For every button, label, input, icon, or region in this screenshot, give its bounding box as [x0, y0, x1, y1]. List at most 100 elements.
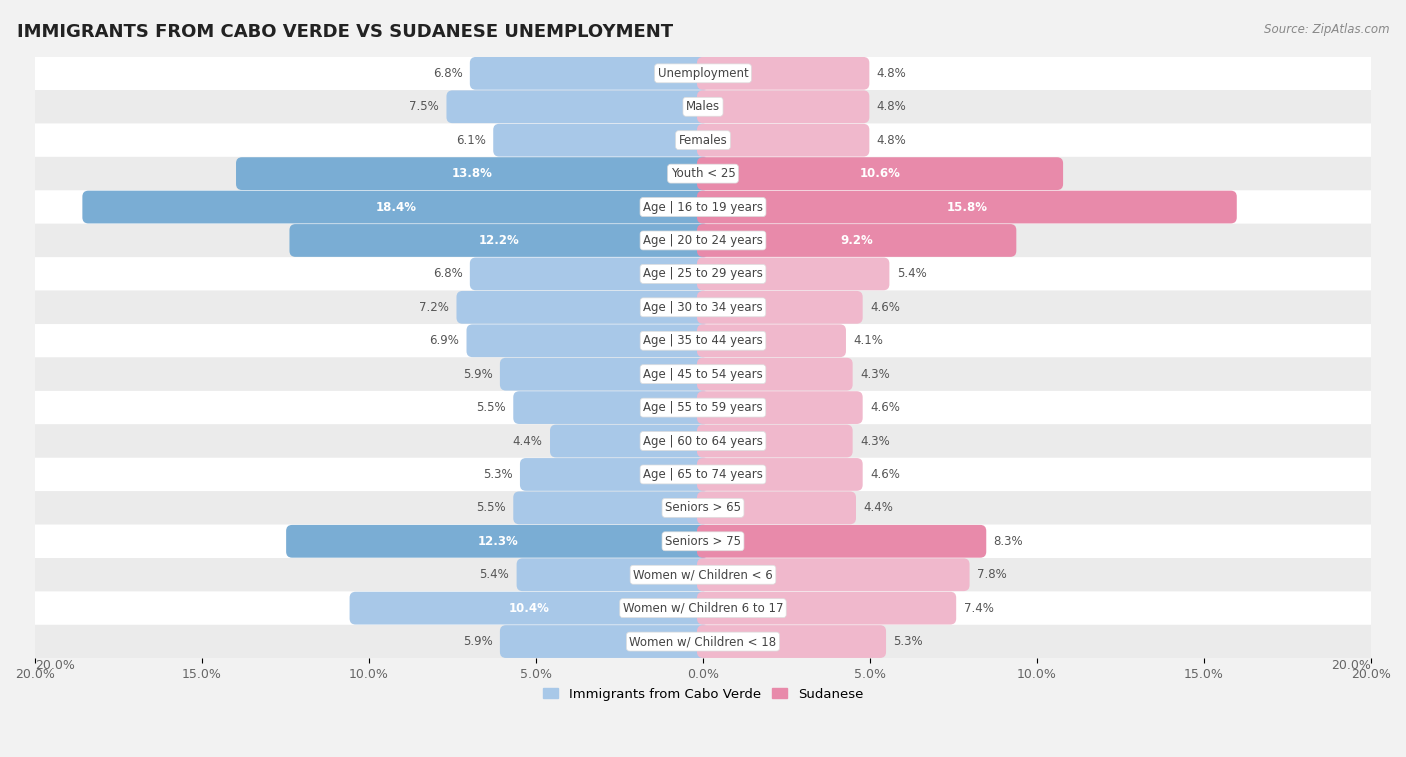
FancyBboxPatch shape	[35, 123, 1371, 157]
FancyBboxPatch shape	[35, 591, 1371, 625]
Text: 10.6%: 10.6%	[859, 167, 900, 180]
FancyBboxPatch shape	[697, 191, 1237, 223]
Text: 4.8%: 4.8%	[877, 134, 907, 147]
FancyBboxPatch shape	[697, 625, 886, 658]
FancyBboxPatch shape	[35, 291, 1371, 324]
FancyBboxPatch shape	[501, 625, 709, 658]
Text: 4.8%: 4.8%	[877, 100, 907, 114]
Text: 4.6%: 4.6%	[870, 468, 900, 481]
Text: 7.5%: 7.5%	[409, 100, 439, 114]
Text: Age | 60 to 64 years: Age | 60 to 64 years	[643, 435, 763, 447]
Text: Age | 45 to 54 years: Age | 45 to 54 years	[643, 368, 763, 381]
Text: 15.8%: 15.8%	[946, 201, 987, 213]
Text: 20.0%: 20.0%	[35, 659, 75, 671]
FancyBboxPatch shape	[35, 324, 1371, 357]
Text: Age | 35 to 44 years: Age | 35 to 44 years	[643, 335, 763, 347]
FancyBboxPatch shape	[35, 625, 1371, 659]
Text: 4.3%: 4.3%	[860, 435, 890, 447]
FancyBboxPatch shape	[501, 358, 709, 391]
Text: Youth < 25: Youth < 25	[671, 167, 735, 180]
Text: Source: ZipAtlas.com: Source: ZipAtlas.com	[1264, 23, 1389, 36]
FancyBboxPatch shape	[697, 257, 890, 290]
Text: 6.8%: 6.8%	[433, 267, 463, 280]
FancyBboxPatch shape	[35, 90, 1371, 123]
Text: 5.5%: 5.5%	[477, 401, 506, 414]
FancyBboxPatch shape	[494, 124, 709, 157]
Text: Males: Males	[686, 100, 720, 114]
FancyBboxPatch shape	[236, 157, 709, 190]
FancyBboxPatch shape	[550, 425, 709, 457]
Text: 4.4%: 4.4%	[863, 501, 893, 514]
Text: 12.3%: 12.3%	[477, 534, 517, 548]
FancyBboxPatch shape	[287, 525, 709, 558]
FancyBboxPatch shape	[697, 525, 986, 558]
FancyBboxPatch shape	[457, 291, 709, 324]
Text: 6.9%: 6.9%	[429, 335, 460, 347]
Text: 6.8%: 6.8%	[433, 67, 463, 79]
Text: 4.4%: 4.4%	[513, 435, 543, 447]
Text: Unemployment: Unemployment	[658, 67, 748, 79]
Text: Seniors > 65: Seniors > 65	[665, 501, 741, 514]
Text: 5.3%: 5.3%	[484, 468, 513, 481]
FancyBboxPatch shape	[697, 90, 869, 123]
Text: 4.6%: 4.6%	[870, 401, 900, 414]
Text: Age | 30 to 34 years: Age | 30 to 34 years	[643, 301, 763, 314]
FancyBboxPatch shape	[697, 157, 1063, 190]
Text: Age | 65 to 74 years: Age | 65 to 74 years	[643, 468, 763, 481]
Text: 5.5%: 5.5%	[477, 501, 506, 514]
FancyBboxPatch shape	[35, 57, 1371, 90]
FancyBboxPatch shape	[447, 90, 709, 123]
FancyBboxPatch shape	[83, 191, 709, 223]
FancyBboxPatch shape	[697, 425, 852, 457]
Text: 5.4%: 5.4%	[479, 569, 509, 581]
FancyBboxPatch shape	[350, 592, 709, 625]
FancyBboxPatch shape	[697, 592, 956, 625]
FancyBboxPatch shape	[697, 491, 856, 525]
FancyBboxPatch shape	[697, 124, 869, 157]
Text: 5.4%: 5.4%	[897, 267, 927, 280]
Text: IMMIGRANTS FROM CABO VERDE VS SUDANESE UNEMPLOYMENT: IMMIGRANTS FROM CABO VERDE VS SUDANESE U…	[17, 23, 673, 41]
FancyBboxPatch shape	[520, 458, 709, 491]
FancyBboxPatch shape	[35, 157, 1371, 190]
FancyBboxPatch shape	[467, 324, 709, 357]
FancyBboxPatch shape	[697, 559, 970, 591]
Text: 18.4%: 18.4%	[375, 201, 416, 213]
FancyBboxPatch shape	[35, 224, 1371, 257]
Text: Women w/ Children < 18: Women w/ Children < 18	[630, 635, 776, 648]
FancyBboxPatch shape	[697, 57, 869, 90]
Text: 10.4%: 10.4%	[509, 602, 550, 615]
Text: Age | 55 to 59 years: Age | 55 to 59 years	[643, 401, 763, 414]
FancyBboxPatch shape	[697, 458, 863, 491]
Text: 5.9%: 5.9%	[463, 368, 492, 381]
FancyBboxPatch shape	[35, 190, 1371, 224]
FancyBboxPatch shape	[697, 358, 852, 391]
FancyBboxPatch shape	[35, 391, 1371, 425]
FancyBboxPatch shape	[35, 525, 1371, 558]
FancyBboxPatch shape	[697, 324, 846, 357]
Text: Seniors > 75: Seniors > 75	[665, 534, 741, 548]
Text: 12.2%: 12.2%	[479, 234, 520, 247]
Text: 13.8%: 13.8%	[453, 167, 494, 180]
FancyBboxPatch shape	[35, 491, 1371, 525]
Text: 4.6%: 4.6%	[870, 301, 900, 314]
Text: Women w/ Children < 6: Women w/ Children < 6	[633, 569, 773, 581]
FancyBboxPatch shape	[35, 357, 1371, 391]
Text: 7.8%: 7.8%	[977, 569, 1007, 581]
Text: 4.1%: 4.1%	[853, 335, 883, 347]
FancyBboxPatch shape	[35, 558, 1371, 591]
Text: 4.8%: 4.8%	[877, 67, 907, 79]
Legend: Immigrants from Cabo Verde, Sudanese: Immigrants from Cabo Verde, Sudanese	[537, 682, 869, 706]
FancyBboxPatch shape	[697, 391, 863, 424]
Text: Women w/ Children 6 to 17: Women w/ Children 6 to 17	[623, 602, 783, 615]
FancyBboxPatch shape	[697, 291, 863, 324]
FancyBboxPatch shape	[35, 425, 1371, 458]
FancyBboxPatch shape	[290, 224, 709, 257]
Text: 7.2%: 7.2%	[419, 301, 449, 314]
FancyBboxPatch shape	[697, 224, 1017, 257]
FancyBboxPatch shape	[516, 559, 709, 591]
Text: 5.9%: 5.9%	[463, 635, 492, 648]
Text: 7.4%: 7.4%	[963, 602, 994, 615]
FancyBboxPatch shape	[470, 57, 709, 90]
Text: Age | 20 to 24 years: Age | 20 to 24 years	[643, 234, 763, 247]
Text: 8.3%: 8.3%	[994, 534, 1024, 548]
